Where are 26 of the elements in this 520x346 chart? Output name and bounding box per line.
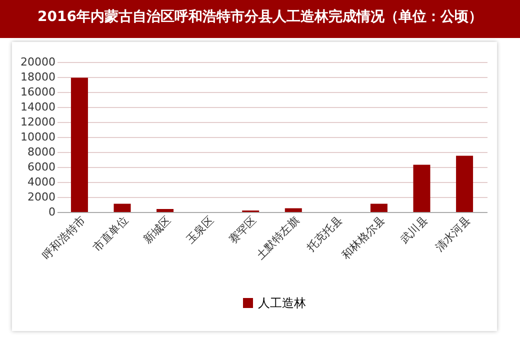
x-tick-label: 清水河县 [432, 214, 474, 254]
y-tick-label: 12000 [20, 116, 56, 128]
x-tick-label: 新城区 [140, 214, 174, 246]
y-tick-label: 2000 [28, 190, 56, 204]
bar [456, 156, 474, 212]
x-tick-label: 赛罕区 [226, 214, 260, 246]
y-tick-label: 20000 [20, 56, 56, 68]
bar [370, 204, 388, 212]
y-tick-label: 10000 [20, 130, 56, 144]
chart-title: 2016年内蒙古自治区呼和浩特市分县人工造林完成情况（单位：公顷） [0, 0, 520, 38]
y-tick-label: 16000 [20, 86, 56, 98]
y-tick-label: 18000 [20, 70, 56, 84]
y-tick-label: 0 [48, 206, 56, 218]
y-tick-label: 4000 [28, 176, 56, 188]
y-tick-label: 6000 [28, 160, 56, 174]
bar [284, 208, 302, 212]
x-tick-label: 市直单位 [90, 214, 131, 254]
legend-label: 人工造林 [258, 296, 306, 310]
bar [413, 164, 430, 212]
bar [114, 204, 131, 212]
bar [70, 78, 88, 212]
y-tick-label: 14000 [20, 100, 56, 114]
x-tick-label: 武川县 [398, 214, 430, 246]
x-tick-label: 玉泉区 [184, 214, 216, 246]
y-tick-label: 8000 [28, 146, 56, 158]
bar [156, 209, 174, 212]
